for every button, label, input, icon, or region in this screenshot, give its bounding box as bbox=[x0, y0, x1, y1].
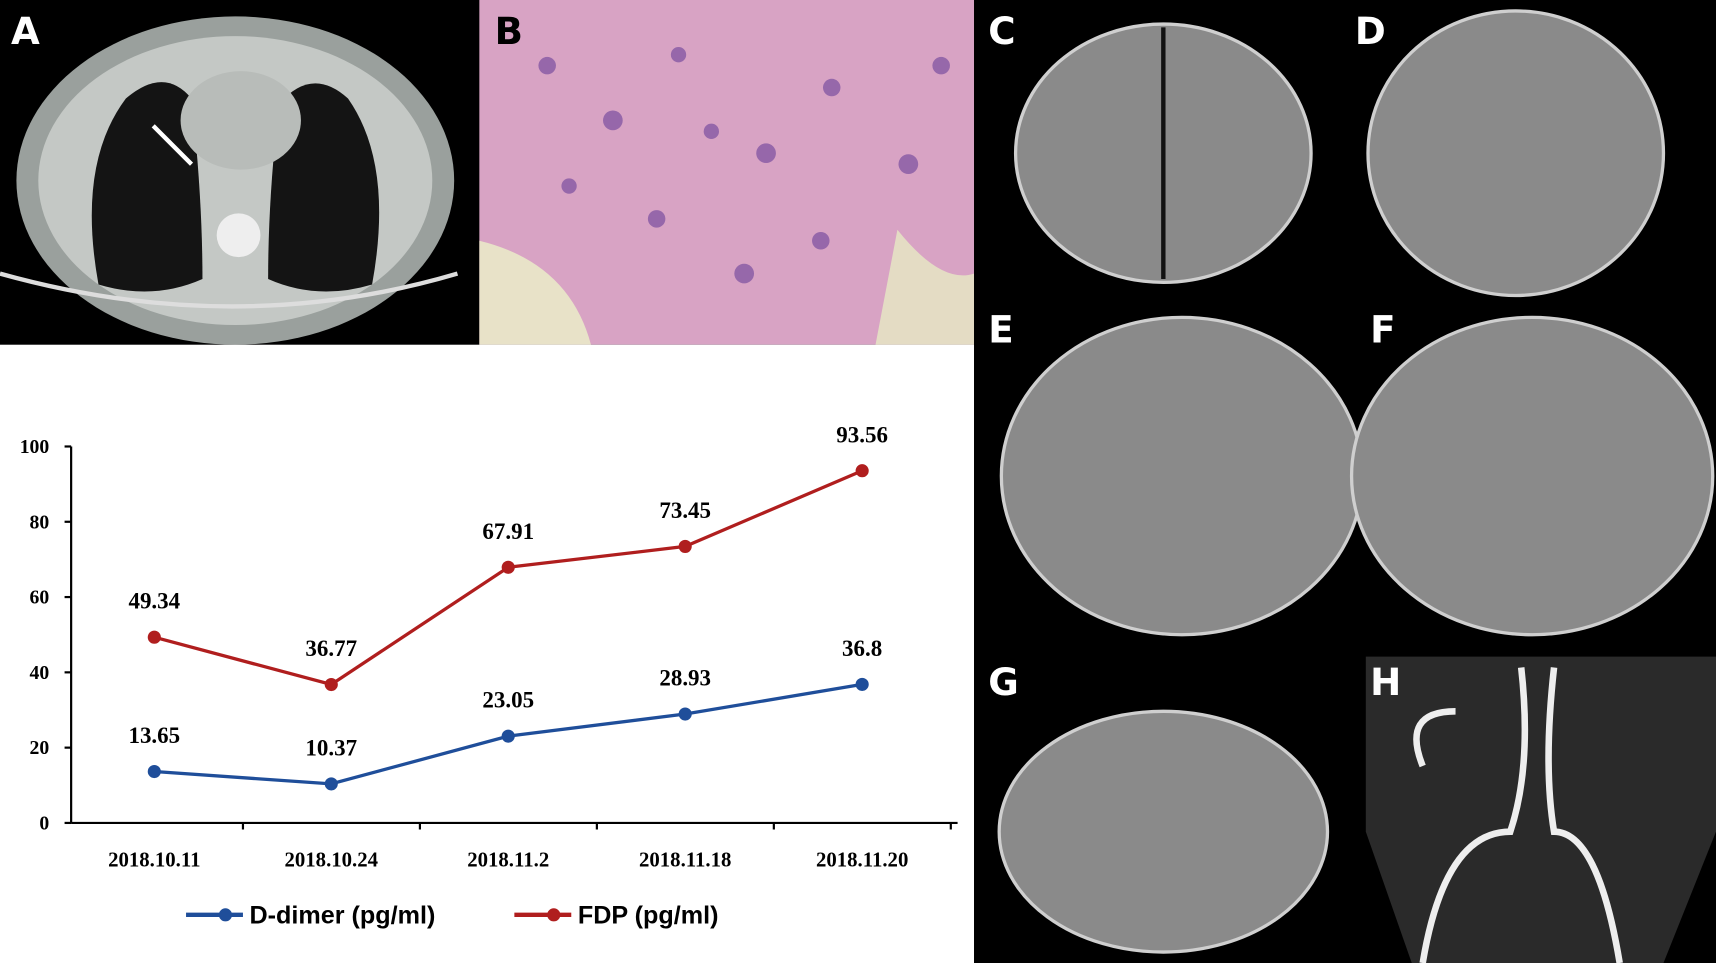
mri-images bbox=[997, 9, 1716, 963]
data-point bbox=[678, 707, 692, 721]
panel-label: A bbox=[11, 9, 40, 53]
panel-label: H bbox=[1370, 660, 1401, 704]
panel-label: B bbox=[495, 9, 523, 53]
histology-image bbox=[479, 0, 975, 345]
y-tick-label: 100 bbox=[20, 436, 50, 458]
y-tick-label: 0 bbox=[39, 812, 49, 834]
x-tick-label: 2018.11.20 bbox=[816, 849, 908, 872]
panel-label: D bbox=[1355, 9, 1386, 53]
y-tick-label: 80 bbox=[30, 511, 50, 533]
legend-label: FDP (pg/ml) bbox=[578, 902, 719, 930]
data-point bbox=[324, 777, 338, 791]
panel-label: F bbox=[1370, 308, 1395, 352]
y-tick-label: 20 bbox=[30, 737, 50, 759]
data-point bbox=[147, 764, 161, 779]
data-label: 49.34 bbox=[128, 589, 180, 614]
ct-image bbox=[0, 0, 459, 345]
legend-marker bbox=[218, 908, 233, 922]
data-point bbox=[678, 539, 692, 553]
x-tick-label: 2018.10.11 bbox=[108, 849, 200, 872]
data-label: 23.05 bbox=[482, 688, 534, 713]
data-point bbox=[324, 677, 338, 692]
y-tick-label: 60 bbox=[30, 587, 50, 609]
data-label: 73.45 bbox=[659, 498, 711, 523]
legend-marker bbox=[547, 908, 561, 922]
panel-label: C bbox=[988, 9, 1015, 53]
x-tick-label: 2018.10.24 bbox=[285, 849, 379, 872]
data-label: 13.65 bbox=[128, 723, 180, 748]
x-tick-label: 2018.11.18 bbox=[639, 849, 731, 872]
data-point bbox=[147, 630, 161, 644]
data-label: 93.56 bbox=[836, 422, 888, 447]
panel-label: E bbox=[988, 308, 1013, 352]
data-label: 67.91 bbox=[482, 519, 534, 544]
data-label: 36.8 bbox=[842, 636, 882, 661]
panel-label: G bbox=[988, 660, 1019, 704]
data-point bbox=[501, 729, 515, 743]
chart-panel bbox=[0, 344, 975, 963]
data-label: 10.37 bbox=[305, 735, 357, 760]
data-label: 28.93 bbox=[659, 666, 711, 691]
data-point bbox=[855, 677, 869, 691]
data-point bbox=[855, 464, 869, 478]
legend-label: D-dimer (pg/ml) bbox=[250, 902, 436, 930]
x-tick-label: 2018.11.2 bbox=[467, 849, 549, 872]
data-point bbox=[501, 560, 515, 574]
y-tick-label: 40 bbox=[30, 662, 50, 684]
data-label: 36.77 bbox=[305, 636, 357, 661]
